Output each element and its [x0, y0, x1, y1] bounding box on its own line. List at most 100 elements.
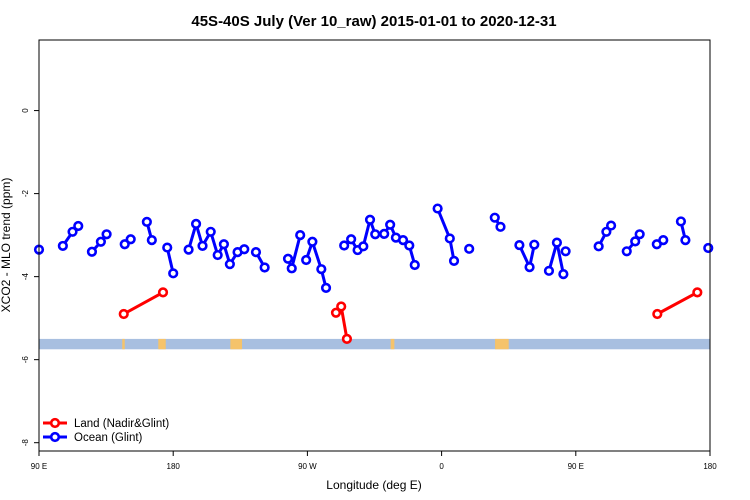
data-point: [601, 226, 612, 237]
data-point: [339, 240, 350, 251]
legend: Land (Nadir&Glint) Ocean (Glint): [43, 417, 169, 444]
data-point: [341, 333, 353, 345]
data-point: [162, 242, 173, 253]
chart-title: 45S-40S July (Ver 10_raw) 2015-01-01 to …: [191, 13, 556, 30]
data-point: [101, 229, 112, 240]
x-tick-label: 0: [439, 462, 444, 471]
data-point: [680, 235, 691, 246]
x-axis-label: Longitude (deg E): [326, 478, 421, 492]
x-tick-label: 180: [167, 462, 181, 471]
data-point: [125, 234, 136, 245]
land-band-segment: [122, 338, 125, 350]
series-layer: [33, 203, 714, 345]
data-point: [404, 240, 415, 251]
data-point: [529, 239, 540, 250]
land-band-segment: [495, 338, 509, 350]
data-point: [692, 287, 703, 298]
data-point: [86, 246, 98, 257]
land-band-segment: [390, 338, 395, 350]
data-point: [183, 244, 194, 255]
x-tick-label: 90 E: [31, 462, 47, 471]
data-point: [320, 282, 332, 293]
series-line: [122, 291, 164, 316]
data-point: [239, 244, 250, 255]
data-point: [593, 241, 604, 252]
data-point: [489, 212, 500, 223]
data-point: [250, 247, 262, 258]
data-point: [205, 226, 216, 237]
data-point: [621, 246, 632, 257]
legend-label: Land (Nadir&Glint): [74, 418, 169, 430]
data-point: [141, 216, 152, 227]
series-line: [304, 240, 328, 289]
x-tick-label: 90 W: [298, 462, 317, 471]
y-axis-label: XCO2 - MLO trend (ppm): [0, 178, 13, 313]
y-tick-label: -8: [21, 439, 30, 447]
data-point: [514, 239, 525, 251]
data-point: [658, 235, 669, 246]
data-point: [73, 220, 84, 232]
data-point: [448, 255, 460, 266]
data-point: [703, 242, 714, 254]
data-point: [95, 236, 106, 247]
land-band-segment: [230, 338, 243, 350]
data-point: [444, 233, 455, 244]
series-line: [656, 291, 699, 316]
data-point: [119, 239, 130, 250]
data-point: [168, 268, 179, 279]
data-point: [57, 240, 68, 252]
plot-frame: [38, 39, 711, 452]
x-tick-label: 90 E: [568, 462, 584, 471]
legend-marker: [49, 417, 61, 429]
data-point: [560, 246, 571, 257]
data-point: [346, 234, 357, 245]
data-point: [543, 265, 555, 276]
data-point: [307, 236, 318, 247]
data-point: [605, 220, 617, 231]
ocean-band: [39, 338, 710, 350]
data-point: [652, 308, 663, 320]
data-point: [379, 228, 390, 239]
data-point: [397, 235, 409, 246]
data-point: [67, 226, 78, 237]
series-ocean: [33, 203, 714, 293]
data-point: [358, 241, 369, 252]
data-point: [197, 240, 208, 252]
data-point: [370, 229, 381, 240]
land-band: [39, 338, 710, 350]
y-tick-label: -6: [21, 356, 30, 364]
data-point: [409, 259, 420, 271]
x-axis-ticks: 90 E 180 90 W 0 90 E 180: [31, 451, 717, 471]
data-point: [224, 259, 235, 270]
data-point: [259, 262, 270, 273]
data-point: [630, 236, 641, 247]
data-point: [634, 229, 645, 240]
y-tick-label: -2: [21, 190, 30, 198]
y-tick-label: -4: [21, 273, 30, 281]
data-point: [301, 254, 312, 266]
data-point: [316, 264, 327, 275]
y-axis-ticks: 0 -2 -4 -6 -8: [21, 108, 39, 446]
data-point: [364, 214, 376, 225]
data-point: [524, 261, 535, 273]
data-point: [190, 218, 202, 230]
data-point: [282, 253, 294, 264]
data-point: [432, 203, 443, 214]
legend-label: Ocean (Glint): [74, 432, 143, 444]
x-tick-label: 180: [703, 462, 717, 471]
data-point: [295, 230, 306, 241]
data-point: [336, 301, 347, 312]
legend-marker: [49, 431, 61, 443]
data-point: [118, 308, 129, 320]
data-point: [330, 307, 342, 318]
data-point: [218, 239, 229, 250]
data-point: [558, 269, 569, 280]
data-point: [146, 235, 157, 246]
y-tick-label: 0: [21, 108, 30, 113]
data-point: [212, 249, 223, 261]
series-land: [118, 287, 703, 345]
data-point: [157, 287, 169, 298]
data-point: [551, 237, 563, 248]
data-point: [464, 243, 475, 254]
